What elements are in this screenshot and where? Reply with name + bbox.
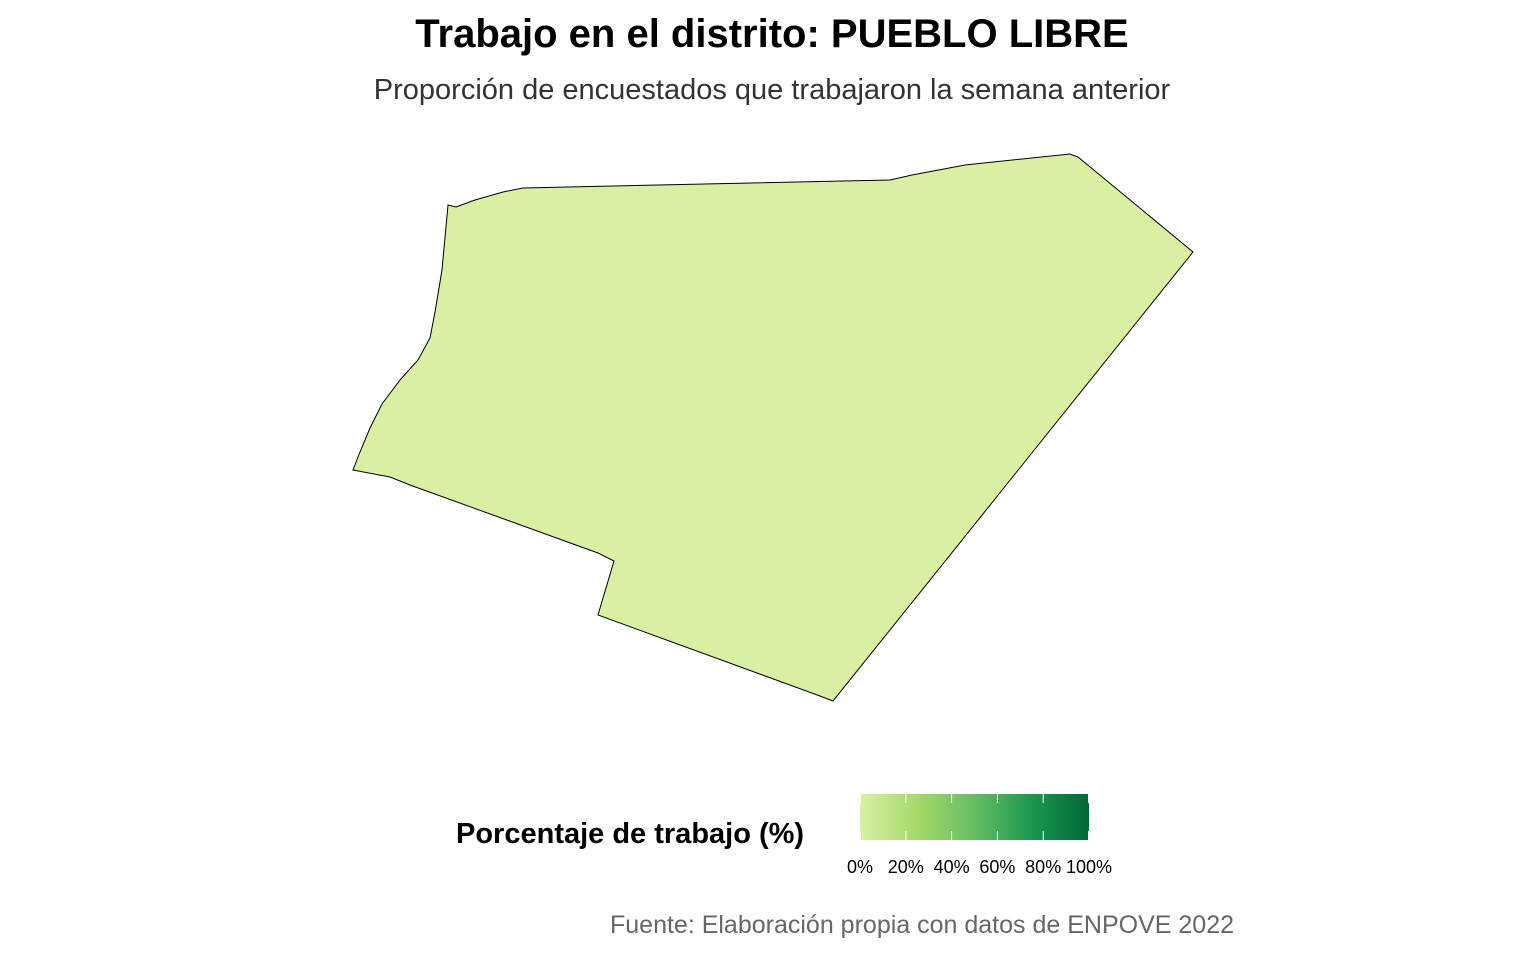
- legend-tick-label: 40%: [933, 857, 970, 877]
- legend-tick-label: 100%: [1065, 857, 1113, 877]
- legend-tick-label: 0%: [846, 857, 874, 877]
- legend-colorbar: [860, 794, 1089, 840]
- district-polygon-pueblo-libre: [352, 153, 1194, 702]
- legend-tick-label: 80%: [1025, 857, 1062, 877]
- legend-gradient: [860, 794, 1089, 840]
- legend-tick-label: 60%: [979, 857, 1016, 877]
- source-caption: Fuente: Elaboración propia con datos de …: [609, 911, 1234, 939]
- legend-tick-label: 20%: [887, 857, 924, 877]
- map-subtitle: Proporción de encuestados que trabajaron…: [373, 74, 1171, 106]
- legend-title: Porcentaje de trabajo (%): [456, 818, 805, 850]
- map-title: Trabajo en el distrito: PUEBLO LIBRE: [415, 12, 1129, 56]
